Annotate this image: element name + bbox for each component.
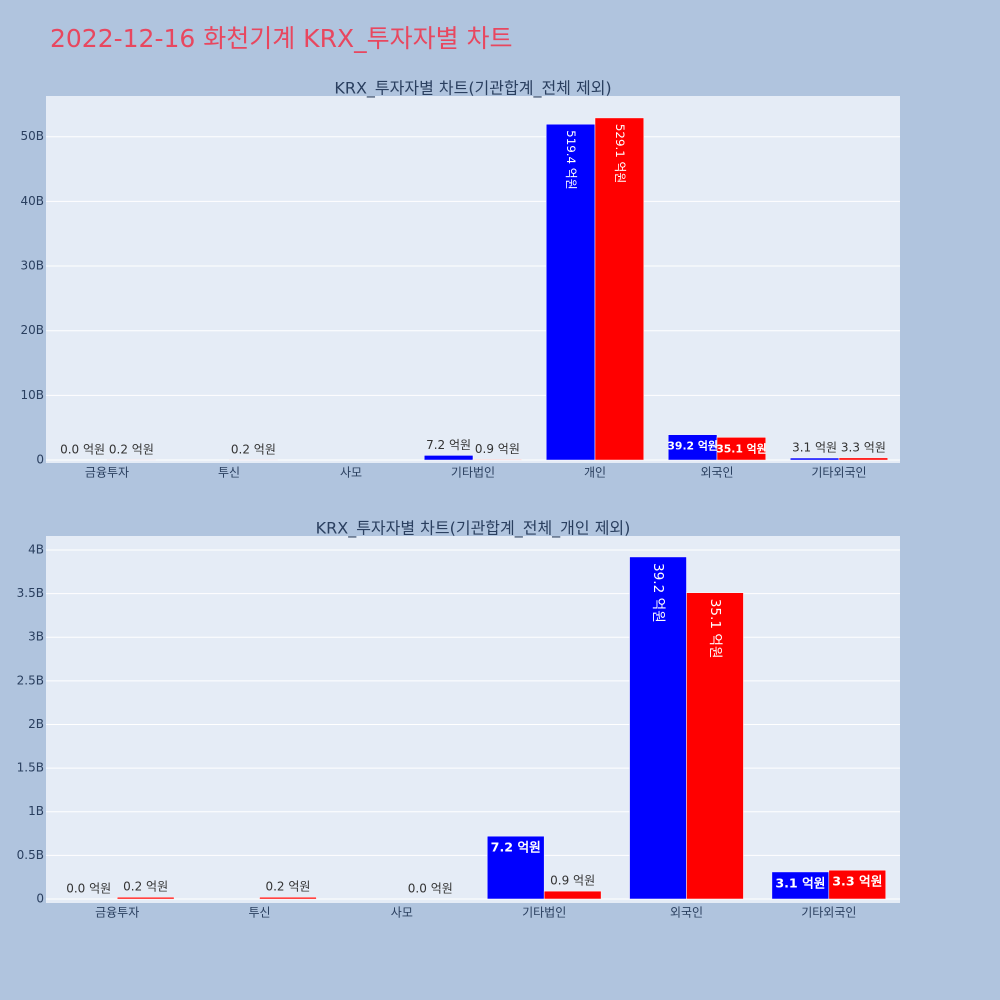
x-tick-label: 사모 bbox=[391, 906, 413, 920]
bar bbox=[716, 437, 767, 461]
value-label: 39.2 억원 bbox=[650, 563, 666, 623]
y-tick-label: 30B bbox=[20, 259, 44, 273]
bar bbox=[486, 835, 545, 900]
x-tick-label: 사모 bbox=[340, 466, 362, 480]
value-label: 3.3 억원 bbox=[832, 874, 882, 889]
value-label: 0.2 억원 bbox=[123, 880, 168, 894]
y-tick-label: 20B bbox=[20, 323, 44, 337]
y-tick-label: 3.5B bbox=[17, 586, 44, 600]
x-tick-label: 기타법인 bbox=[451, 466, 495, 480]
bar bbox=[686, 592, 744, 900]
y-tick-label: 0.5B bbox=[17, 848, 44, 862]
bar bbox=[472, 459, 523, 461]
bar bbox=[789, 457, 840, 461]
bar bbox=[543, 890, 602, 900]
value-label: 0.2 억원 bbox=[265, 880, 310, 894]
y-tick-label: 4B bbox=[28, 542, 44, 556]
value-label: 39.2 억원 bbox=[667, 439, 717, 453]
x-tick-label: 투신 bbox=[218, 466, 240, 480]
bar bbox=[259, 896, 317, 900]
x-tick-label: 투신 bbox=[248, 906, 270, 920]
value-label: 0.0 억원 bbox=[66, 881, 111, 895]
x-tick-label: 금융투자 bbox=[95, 906, 139, 920]
value-label: 3.3 억원 bbox=[841, 440, 886, 454]
value-label: 529.1 억원 bbox=[613, 124, 627, 183]
x-tick-label: 외국인 bbox=[700, 466, 733, 480]
x-tick-label: 기타외국인 bbox=[811, 466, 866, 480]
value-label: 519.4 억원 bbox=[564, 130, 578, 189]
bar bbox=[116, 896, 175, 900]
value-label: 7.2 억원 bbox=[491, 840, 541, 855]
value-label: 0.2 억원 bbox=[231, 442, 276, 456]
value-label: 0.0 억원 bbox=[60, 443, 105, 457]
value-label: 0.2 억원 bbox=[109, 442, 154, 456]
chart-title: KRX_투자자별 차트(기관합계_전체 제외) bbox=[334, 79, 611, 99]
plot-area bbox=[46, 96, 900, 463]
y-tick-label: 3B bbox=[28, 630, 44, 644]
page-title: 2022-12-16 화천기계 KRX_투자자별 차트 bbox=[50, 24, 513, 53]
value-label: 7.2 억원 bbox=[426, 438, 471, 452]
value-label: 0.0 억원 bbox=[408, 881, 453, 895]
value-label: 3.1 억원 bbox=[775, 875, 825, 890]
y-tick-label: 10B bbox=[20, 388, 44, 402]
bar bbox=[629, 556, 687, 900]
value-label: 0.9 억원 bbox=[550, 874, 595, 888]
bar bbox=[594, 117, 645, 461]
bar bbox=[838, 457, 889, 461]
value-label: 35.1 억원 bbox=[707, 599, 723, 659]
value-label: 0.9 억원 bbox=[475, 442, 520, 456]
y-tick-label: 40B bbox=[20, 194, 44, 208]
y-tick-label: 0 bbox=[36, 891, 44, 905]
bar bbox=[423, 455, 474, 461]
y-tick-label: 0 bbox=[36, 453, 44, 467]
y-tick-label: 1.5B bbox=[17, 761, 44, 775]
y-tick-label: 2.5B bbox=[17, 673, 44, 687]
bar bbox=[828, 869, 887, 900]
y-tick-label: 1B bbox=[28, 804, 44, 818]
value-label: 3.1 억원 bbox=[792, 441, 837, 455]
y-tick-label: 2B bbox=[28, 717, 44, 731]
x-tick-label: 개인 bbox=[584, 466, 606, 480]
chart-title: KRX_투자자별 차트(기관합계_전체_개인 제외) bbox=[316, 519, 631, 539]
y-tick-label: 50B bbox=[20, 129, 44, 143]
value-label: 35.1 억원 bbox=[716, 441, 766, 455]
plot-area bbox=[46, 536, 900, 903]
bar bbox=[667, 434, 718, 461]
x-tick-label: 외국인 bbox=[670, 906, 703, 920]
x-tick-label: 금융투자 bbox=[85, 466, 129, 480]
x-tick-label: 기타법인 bbox=[522, 906, 566, 920]
x-tick-label: 기타외국인 bbox=[801, 906, 856, 920]
